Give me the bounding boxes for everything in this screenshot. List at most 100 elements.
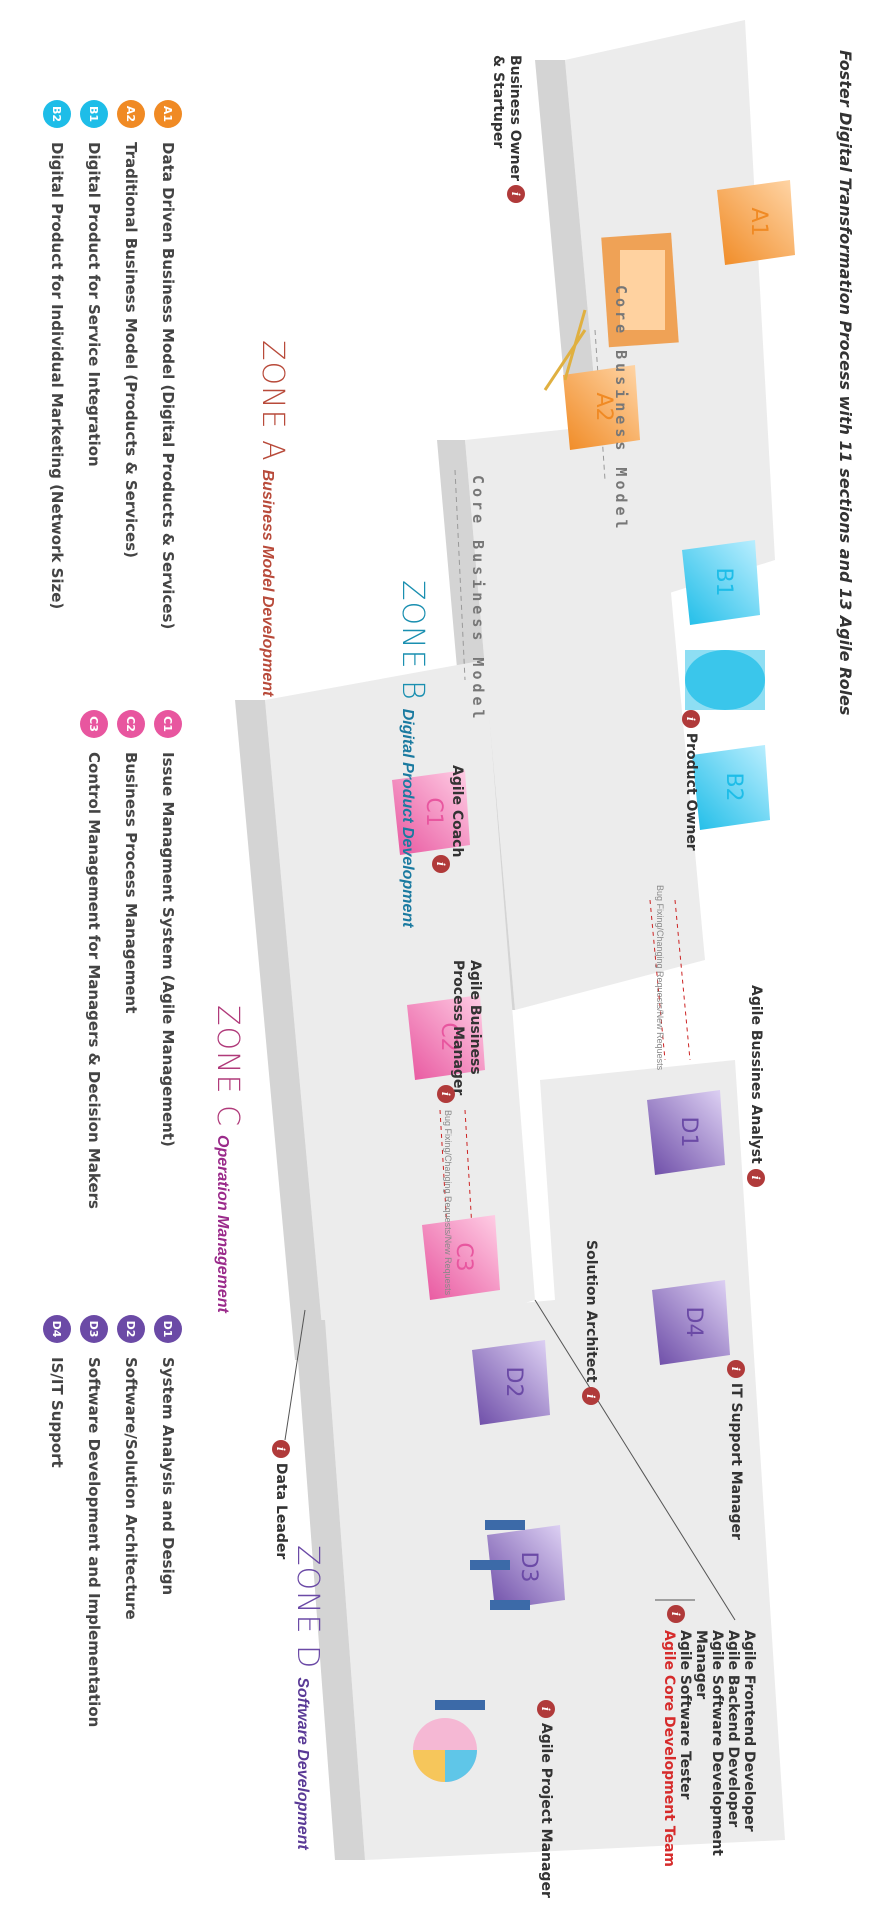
zone-a-word: ZONE A [255,340,290,462]
role-business-owner[interactable]: Business Owner & Startuper [489,55,540,181]
legend-badge-d2: D2 [117,1315,145,1343]
legend-badge-c2: C2 [117,710,145,738]
tile-b1-label: B1 [711,567,736,596]
tile-c1-label: C1 [421,797,446,826]
core-development-team[interactable]: Agile Frontend Developer Agile Backend D… [661,1630,757,1920]
info-icon-it-support[interactable]: i [727,1360,745,1378]
legend-badge-b2: B2 [43,100,71,128]
tile-d1-label: D1 [676,1117,701,1148]
info-icon-project-manager[interactable]: i [537,1700,555,1718]
business-desk-illustration [543,232,679,391]
tile-a1-label: A1 [746,207,771,236]
role-solution-architect[interactable]: Solution Architect i [582,1240,600,1406]
flow-bug-fixing-1: Bug Fixing/Changing Requests/New Request… [655,885,665,1071]
info-icon-agile-coach[interactable]: i [432,855,450,873]
legend-badge-d3: D3 [80,1315,108,1343]
legend-text-c1: Issue Managment System (Agile Management… [159,752,177,1147]
zone-d-name: Software Development [294,1677,311,1850]
legend-text-a1: Data Driven Business Model (Digital Prod… [159,142,177,630]
tile-c1[interactable]: C1 [392,770,470,855]
zone-b-label: ZONE B Digital Product Development [395,580,430,927]
zone-c-label: ZONE C Operation Management [210,1005,245,1313]
legend-text-b1: Digital Product for Service Integration [85,142,103,467]
role-agile-business-process-manager[interactable]: Agile Business Process Manager [449,960,500,1095]
flow-core-business-model-b: Core Business Model [469,475,487,723]
legend-item-b2: B2 Digital Product for Individual Market… [43,100,71,609]
tile-c2[interactable]: C2 [407,995,485,1080]
role-agile-business-analyst[interactable]: Agile Bussines Analyst i [747,985,765,1187]
role-data-leader[interactable]: i Data Leader [272,1440,290,1559]
legend-item-a1: A1 Data Driven Business Model (Digital P… [154,100,182,629]
legend-badge-b1: B1 [80,100,108,128]
team-label: Agile Core Development Team [661,1630,677,1868]
tile-d4-label: D4 [681,1307,706,1338]
role-agile-coach[interactable]: Agile Coach [448,765,465,857]
bug-flow-lines [439,899,691,1281]
role-data-leader-label: Data Leader [273,1462,289,1560]
zone-c-name: Operation Management [214,1135,231,1313]
pie-chart-illustration [413,1718,477,1782]
legend-text-d1: System Analysis and Design [159,1357,177,1596]
legend-badge-c3: C3 [80,710,108,738]
role-it-support-manager[interactable]: i IT Support Manager [727,1360,745,1540]
tile-b2[interactable]: B2 [692,745,770,830]
role-project-manager-label: Agile Project Manager [538,1722,554,1898]
tile-c3[interactable]: C3 [422,1215,500,1300]
role-business-analyst-label: Agile Bussines Analyst [748,985,764,1164]
team-member-tester: Agile Software Tester [677,1630,693,1800]
role-product-owner-label: Product Owner [683,732,699,851]
info-icon-data-leader[interactable]: i [272,1440,290,1458]
tile-b1[interactable]: B1 [682,540,760,625]
legend-badge-d1: D1 [154,1315,182,1343]
legend-text-d2: Software/Solution Architecture [122,1357,140,1620]
tile-d2[interactable]: D2 [472,1340,550,1425]
zone-a-name: Business Model Development [259,469,276,697]
info-icon-business-owner[interactable]: i [507,185,525,203]
team-member-dev-manager: Agile Software Development Manager [693,1630,725,1856]
legend-item-c2: C2 Business Process Management [117,710,145,1013]
role-agile-bpm-label: Agile Business Process Manager [450,960,483,1096]
legend-badge-d4: D4 [43,1315,71,1343]
zone-d-platform [295,1060,785,1860]
tile-b2-label: B2 [721,772,746,801]
team-figures-illustration [435,1520,530,1710]
legend-text-c3: Control Management for Managers & Decisi… [85,752,103,1209]
info-icon-core-team[interactable]: i [667,1605,685,1623]
legend-item-c3: C3 Control Management for Managers & Dec… [80,710,108,1209]
role-product-owner[interactable]: i Product Owner [682,710,700,851]
zone-b-word: ZONE B [395,580,430,701]
legend-badge-c1: C1 [154,710,182,738]
tile-a2[interactable]: A2 [563,365,640,450]
product-cylinder-illustration [685,650,765,710]
legend-item-d3: D3 Software Development and Implementati… [80,1315,108,1727]
tile-c2-label: C2 [436,1022,461,1051]
role-business-owner-label: Business Owner & Startuper [490,55,523,181]
role-pointer-lines [284,1299,736,1621]
info-icon-solution-architect[interactable]: i [582,1387,600,1406]
legend-text-d4: IS/IT Support [48,1357,66,1468]
legend-badge-a1: A1 [154,100,182,128]
role-agile-project-manager[interactable]: i Agile Project Manager [537,1700,555,1898]
tile-d1[interactable]: D1 [647,1090,725,1175]
legend-text-d3: Software Development and Implementation [85,1357,103,1728]
zone-d-label: ZONE D Software Development [290,1545,325,1850]
zone-b-name: Digital Product Development [399,708,416,928]
legend-badge-a2: A2 [117,100,145,128]
tile-d3[interactable]: D3 [487,1525,565,1610]
legend-item-d1: D1 System Analysis and Design [154,1315,182,1595]
flow-core-business-model-a: Core Business Model [612,285,630,533]
tile-d4[interactable]: D4 [652,1280,730,1365]
info-icon-agile-bpm[interactable]: i [437,1085,455,1103]
info-icon-business-analyst[interactable]: i [747,1168,765,1187]
tile-a1[interactable]: A1 [717,180,795,265]
legend-item-c1: C1 Issue Managment System (Agile Managem… [154,710,182,1147]
zone-c-word: ZONE C [210,1005,245,1128]
legend-item-d2: D2 Software/Solution Architecture [117,1315,145,1620]
flow-bug-fixing-2: Bug Fixing/Changing Requests/New Request… [443,1110,453,1296]
zone-d-word: ZONE D [290,1545,325,1670]
legend-text-c2: Business Process Management [122,752,140,1014]
role-it-support-label: IT Support Manager [728,1382,744,1540]
info-icon-product-owner[interactable]: i [682,710,700,728]
